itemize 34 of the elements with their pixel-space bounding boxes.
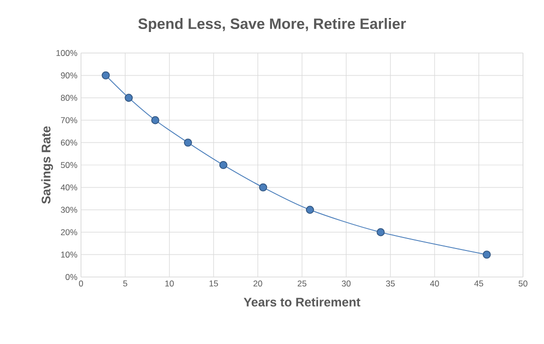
x-tick-label: 25 xyxy=(298,280,306,287)
x-tick-label: 45 xyxy=(474,280,484,286)
y-tick-label: 60% xyxy=(60,140,78,146)
x-tick-label: 0 xyxy=(78,280,84,287)
point xyxy=(184,138,192,147)
y-tick-label: 0% xyxy=(66,274,78,280)
y-tick-label: 10% xyxy=(61,252,78,258)
y-tick-label: 30% xyxy=(60,206,78,213)
x-tick-label: 40 xyxy=(430,280,439,287)
x-tick-label: 10 xyxy=(165,280,174,287)
x-tick-label: 35 xyxy=(386,280,395,287)
y-axis-title: Savings Rate xyxy=(41,126,53,204)
point xyxy=(151,116,160,124)
point xyxy=(259,183,268,192)
x-tick-label: 50 xyxy=(518,280,528,287)
y-tick-label: 20% xyxy=(60,229,78,236)
point xyxy=(102,71,110,80)
x-tick-label: 15 xyxy=(210,280,218,286)
x-tick-label: 20 xyxy=(254,280,262,287)
point xyxy=(306,206,314,214)
y-tick-label: 90% xyxy=(60,72,78,78)
point xyxy=(376,228,385,236)
y-tick-label: 50% xyxy=(60,162,78,168)
point xyxy=(124,94,133,102)
x-tick-label: 5 xyxy=(123,280,128,286)
x-tick-label: 30 xyxy=(342,280,351,287)
y-tick-label: 80% xyxy=(60,94,78,101)
point xyxy=(482,250,491,259)
y-tick-label: 70% xyxy=(60,117,78,124)
y-tick-label: 100% xyxy=(56,50,78,56)
chart-title: Spend Less, Save More, Retire Earlier xyxy=(138,18,406,32)
x-axis-title: Years to Retirement xyxy=(244,297,360,307)
y-tick-label: 40% xyxy=(60,184,78,190)
point xyxy=(219,160,228,170)
